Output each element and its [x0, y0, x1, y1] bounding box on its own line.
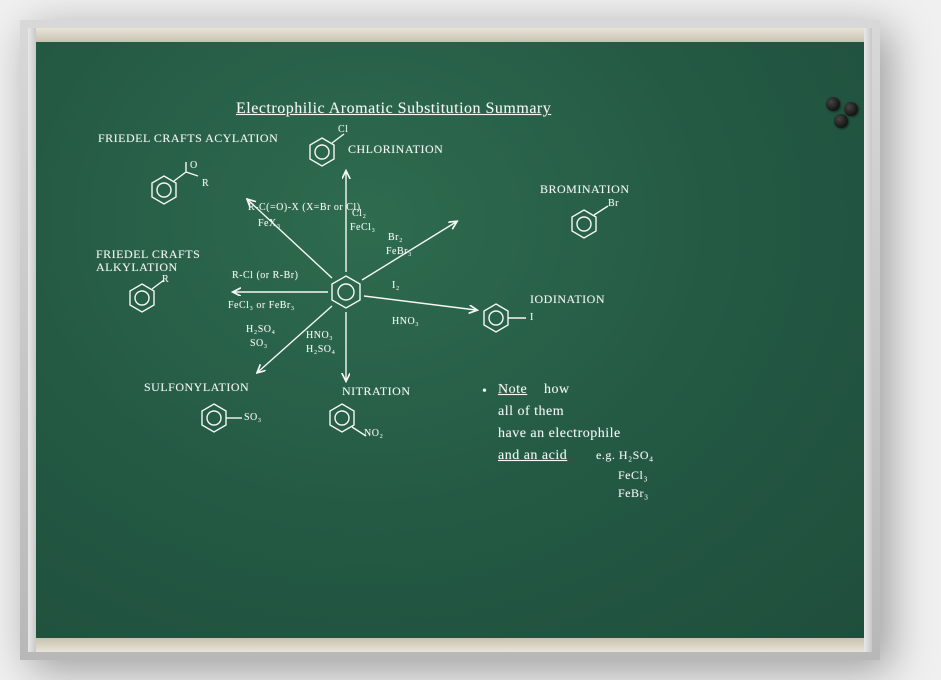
substituent-acylation-o: O — [190, 160, 198, 171]
substituent-br: Br — [608, 198, 619, 209]
reagent-sulfonylation-1: H₂SO₄ — [246, 324, 275, 335]
reagent-alkylation-1: R-Cl (or R-Br) — [232, 270, 298, 281]
label-alkylation: FRIEDEL CRAFTS ALKYLATION — [96, 248, 236, 274]
note-line-6: FeBr₃ — [618, 486, 649, 501]
note-line-5: FeCl₃ — [618, 468, 648, 483]
reagent-bromination-2: FeBr₃ — [386, 246, 412, 257]
chalkboard-surface: Electrophilic Aromatic Substitution Summ… — [36, 42, 864, 638]
reagent-acylation-1: R-C(=O)-X (X=Br or Cl) — [248, 202, 361, 214]
product-sulfonylation — [202, 404, 242, 432]
label-nitration: NITRATION — [342, 384, 411, 399]
benzene-center — [332, 276, 360, 308]
reagent-chlorination-2: FeCl₃ — [350, 222, 375, 233]
note-line-3-text: and an acid — [498, 448, 567, 463]
reagent-acylation-2: FeX₃ — [258, 218, 281, 229]
substituent-r: R — [162, 274, 169, 285]
reagent-iodination-2: HNO₃ — [392, 316, 419, 327]
frame-right — [864, 28, 872, 652]
note-heading: Note — [498, 382, 527, 398]
reagent-sulfonylation-2: SO₃ — [250, 338, 268, 349]
label-sulfonylation: SULFONYLATION — [144, 380, 249, 395]
reagent-nitration-2: H₂SO₄ — [306, 344, 335, 355]
reagent-nitration-1: HNO₃ — [306, 330, 333, 341]
substituent-i: I — [530, 312, 534, 323]
substituent-no2: NO₂ — [364, 428, 383, 439]
reagent-alkylation-2: FeCl₃ or FeBr₃ — [228, 300, 295, 311]
substituent-cl: Cl — [338, 124, 348, 135]
frame-tray — [28, 637, 872, 652]
label-bromination: BROMINATION — [540, 182, 630, 197]
note-line-4: e.g. H₂SO₄ — [596, 448, 654, 463]
note-line-2: have an electrophile — [498, 426, 621, 442]
note-line-3: and an acid — [498, 448, 567, 464]
label-chlorination: CHLORINATION — [348, 142, 443, 157]
product-nitration — [330, 404, 366, 436]
note-line-1: all of them — [498, 404, 564, 420]
substituent-so3: SO₃ — [244, 412, 262, 423]
product-iodination — [484, 304, 526, 332]
note-bullet: • — [482, 384, 487, 400]
reagent-iodination-1: I₂ — [392, 280, 400, 291]
chalkboard-frame: Electrophilic Aromatic Substitution Summ… — [20, 20, 880, 660]
product-alkylation — [130, 280, 164, 312]
product-bromination — [572, 206, 608, 238]
reagent-chlorination-1: Cl₂ — [352, 208, 366, 219]
frame-top — [28, 28, 872, 43]
note-line-0: how — [544, 382, 570, 398]
product-chlorination — [310, 134, 344, 166]
label-iodination: IODINATION — [530, 292, 605, 307]
substituent-acylation-r: R — [202, 178, 209, 189]
label-acylation: FRIEDEL CRAFTS ACYLATION — [98, 132, 278, 145]
frame-left — [28, 28, 36, 652]
reagent-bromination-1: Br₂ — [388, 232, 403, 243]
